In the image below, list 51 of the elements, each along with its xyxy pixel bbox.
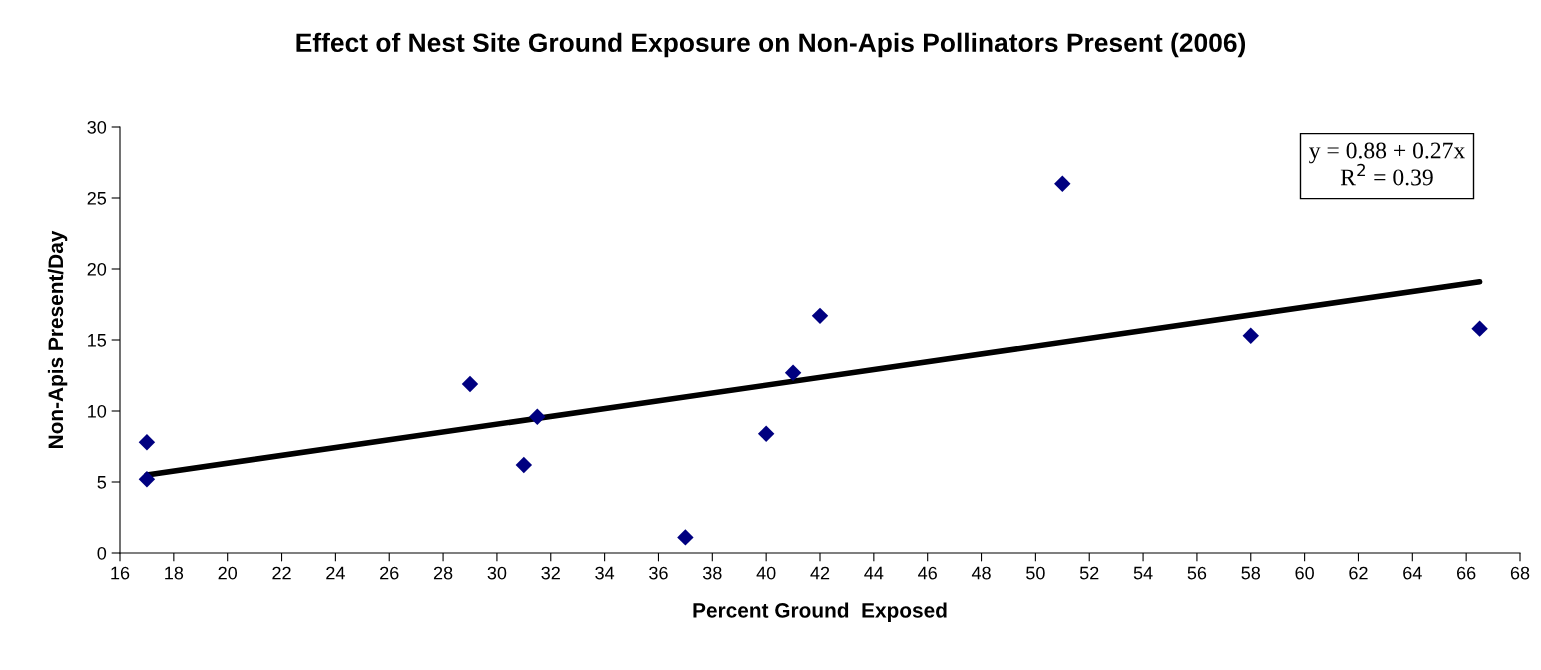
- x-tick-label: 54: [1133, 566, 1153, 580]
- point: [811, 307, 829, 325]
- annotation: R$^{2}$ = 0.39: [1340, 163, 1433, 186]
- y-tick-label: 15: [88, 334, 107, 347]
- point: [138, 434, 156, 451]
- x-tick-label: 58: [1241, 566, 1261, 580]
- x-tick-label: 60: [1295, 566, 1314, 580]
- x-tick-label: 34: [595, 566, 615, 580]
- point: [1242, 327, 1259, 344]
- x-tick-label: 24: [326, 566, 345, 580]
- x-tick-label: 40: [756, 566, 776, 580]
- x-tick-label: 48: [971, 566, 991, 580]
- point: [784, 364, 802, 381]
- y-tick-label: 20: [87, 262, 107, 276]
- x-tick-label: 18: [165, 566, 184, 580]
- y-tick-label: 0: [97, 546, 107, 560]
- chart-title: Effect of Nest Site Ground Exposure on Non-Apis Pollinators Present (2006): [296, 32, 1246, 58]
- x-axis-title: Percent Ground Exposed: [693, 602, 947, 622]
- x-tick-label: 44: [864, 566, 884, 580]
- y-tick-label: 10: [88, 404, 107, 418]
- x-tick-label: 26: [380, 566, 399, 580]
- x-tick-label: 46: [918, 566, 937, 580]
- x-tick-label: 30: [487, 566, 507, 580]
- x-tick-label: 36: [649, 566, 668, 580]
- y-tick-label: 25: [87, 191, 107, 205]
- annotation: y = 0.88 + 0.27x: [1309, 142, 1465, 164]
- point: [1471, 320, 1488, 337]
- y-tick-label: 30: [87, 120, 107, 134]
- x-tick-label: 68: [1510, 566, 1530, 580]
- x-tick-label: 20: [218, 566, 238, 580]
- x-tick-label: 64: [1403, 566, 1422, 580]
- x-tick-label: 32: [541, 566, 560, 580]
- x-tick-label: 28: [433, 566, 453, 580]
- point: [757, 425, 775, 442]
- x-tick-label: 22: [272, 566, 291, 580]
- y-tick-label: 5: [97, 476, 107, 489]
- point: [1054, 175, 1071, 193]
- point: [138, 470, 156, 488]
- point: [515, 456, 533, 474]
- x-tick-label: 56: [1187, 566, 1207, 580]
- x-tick-label: 52: [1079, 566, 1099, 580]
- x-tick-label: 62: [1349, 566, 1368, 580]
- point: [677, 529, 694, 546]
- point: [529, 408, 546, 425]
- x-tick-label: 38: [702, 566, 722, 580]
- x-tick-label: 50: [1026, 566, 1045, 580]
- point: [461, 375, 479, 393]
- x-tick-label: 42: [810, 566, 830, 580]
- x-tick-label: 16: [111, 566, 130, 580]
- x-tick-label: 66: [1457, 566, 1476, 580]
- y-axis-title: Non-Apis Present/Day: [47, 230, 68, 448]
